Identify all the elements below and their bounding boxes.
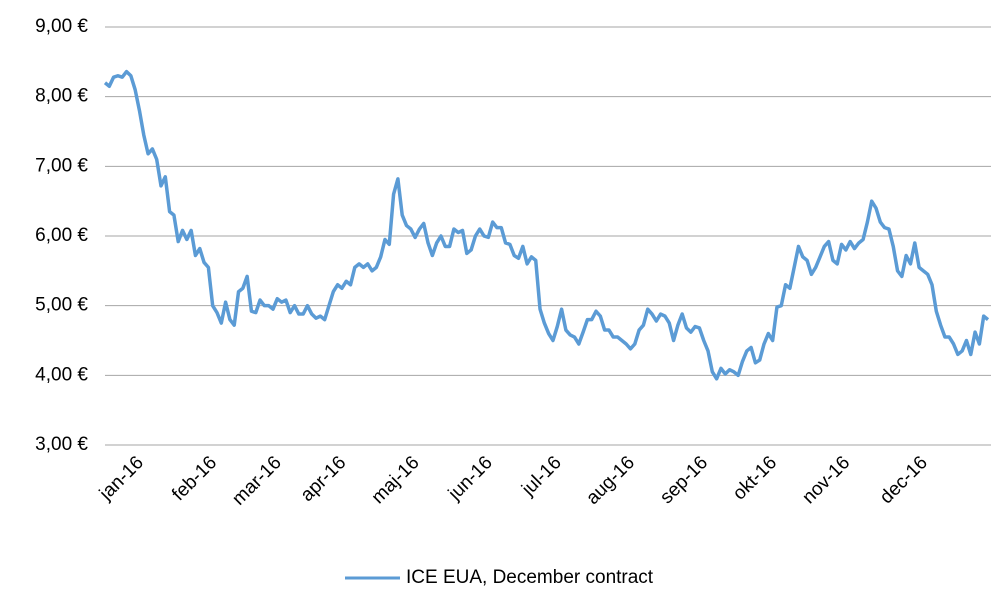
y-tick-label: 8,00 € [35, 86, 88, 107]
line-series [103, 69, 990, 381]
x-tick-label: sep-16 [656, 452, 712, 508]
x-tick-label: jan-16 [95, 452, 148, 505]
x-tick-label: feb-16 [168, 452, 221, 505]
x-tick-label: jul-16 [517, 452, 565, 500]
x-tick-label: aug-16 [582, 452, 639, 509]
y-tick-label: 7,00 € [35, 155, 88, 176]
x-tick-label: maj-16 [368, 452, 424, 508]
y-tick-label: 5,00 € [35, 295, 88, 316]
y-tick-label: 3,00 € [35, 434, 88, 455]
legend-label: ICE EUA, December contract [406, 567, 654, 588]
y-tick-label: 6,00 € [35, 225, 88, 246]
x-tick-label: mar-16 [228, 452, 285, 509]
x-tick-label: nov-16 [798, 452, 854, 508]
y-tick-label: 4,00 € [35, 364, 88, 385]
x-tick-label: okt-16 [729, 452, 781, 504]
y-tick-label: 9,00 € [35, 16, 88, 37]
x-tick-label: dec-16 [876, 452, 932, 508]
x-tick-label: jun-16 [444, 452, 497, 505]
x-tick-label: apr-16 [297, 452, 351, 506]
